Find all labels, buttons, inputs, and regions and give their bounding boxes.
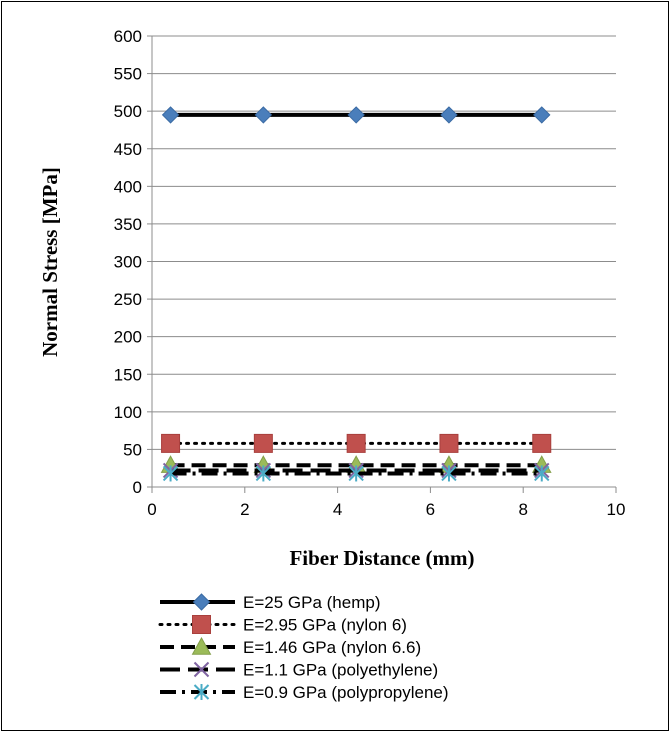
legend-label: E=1.1 GPa (polyethylene)	[243, 661, 438, 680]
y-axis-title: Normal Stress [MPa]	[38, 167, 62, 357]
y-tick-labels: 0 50 100 150 200 250 300 350 400 450 500 550 600	[114, 27, 142, 497]
legend-label: E=25 GPa (hemp)	[243, 593, 381, 612]
legend-label: E=0.9 GPa (polypropylene)	[243, 683, 449, 702]
legend-entry: E=1.46 GPa (nylon 6.6)	[160, 636, 421, 657]
y-tick-label: 100	[114, 403, 142, 422]
x-tick-label: 6	[426, 500, 435, 519]
gridlines	[152, 35, 616, 450]
series	[160, 106, 552, 482]
x-tick-labels: 0 2 4 6 8 10	[147, 500, 625, 519]
series-2	[161, 433, 552, 453]
data-point	[441, 465, 457, 482]
y-tick-label: 250	[114, 290, 142, 309]
legend-marker	[191, 636, 212, 655]
y-tick-label: 400	[114, 177, 142, 196]
data-point	[440, 106, 458, 124]
data-point	[347, 106, 365, 124]
data-point	[161, 433, 181, 453]
y-tick-label: 300	[114, 253, 142, 272]
y-tick-label: 200	[114, 328, 142, 347]
legend-marker	[193, 684, 210, 700]
data-point	[254, 106, 273, 124]
data-point	[255, 465, 272, 482]
legend-marker	[192, 593, 211, 611]
y-tick-label: 50	[123, 440, 142, 459]
x-tick-label: 2	[240, 500, 249, 519]
legend-label: E=1.46 GPa (nylon 6.6)	[243, 638, 421, 657]
x-tick-label: 10	[607, 500, 626, 519]
data-point	[161, 106, 180, 124]
data-point	[348, 465, 364, 482]
data-point	[253, 433, 273, 453]
y-tick-label: 150	[114, 365, 142, 384]
legend-entry: E=25 GPa (hemp)	[160, 593, 381, 612]
y-tick-label: 450	[114, 140, 142, 159]
legend-marker	[192, 615, 211, 634]
x-tick-label: 0	[147, 500, 156, 519]
legend-entry: E=1.1 GPa (polyethylene)	[160, 661, 438, 680]
data-point	[534, 465, 550, 482]
x-tick-label: 4	[333, 500, 342, 519]
data-point	[162, 465, 179, 482]
y-tick-label: 500	[114, 102, 142, 121]
data-point	[533, 106, 551, 124]
data-point	[346, 433, 366, 453]
y-tick-label: 350	[114, 215, 142, 234]
legend: E=25 GPa (hemp) E=2.95 GPa (nylon 6) E=1.4…	[158, 593, 449, 702]
x-axis-title: Fiber Distance (mm)	[289, 546, 474, 570]
y-tick-label: 550	[114, 65, 142, 84]
legend-entry: E=2.95 GPa (nylon 6)	[158, 615, 407, 635]
series-5	[162, 465, 550, 482]
axes	[147, 35, 617, 493]
legend-label: E=2.95 GPa (nylon 6)	[243, 616, 407, 635]
legend-marker	[193, 661, 210, 678]
y-tick-label: 0	[133, 478, 142, 497]
legend-entry: E=0.9 GPa (polypropylene)	[160, 683, 449, 702]
x-tick-label: 8	[518, 500, 527, 519]
data-point	[439, 433, 459, 453]
data-point	[532, 433, 552, 453]
y-tick-label: 600	[114, 27, 142, 46]
series-1	[161, 106, 551, 124]
